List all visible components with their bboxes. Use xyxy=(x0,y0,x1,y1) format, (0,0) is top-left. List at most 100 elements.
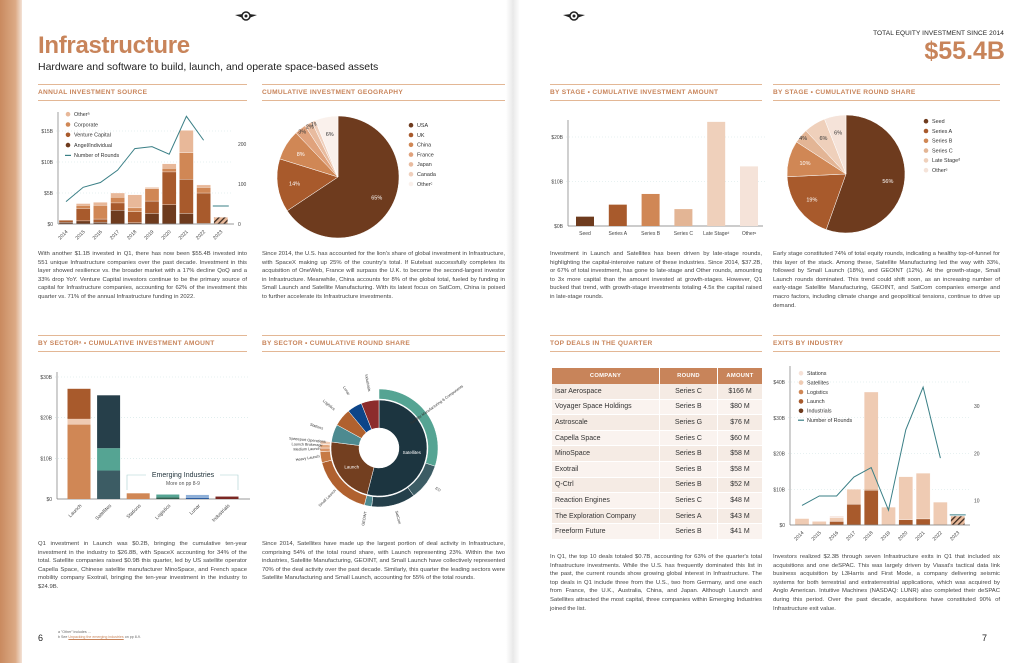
legend-label: Number of Rounds xyxy=(807,418,853,424)
company-cell: Astroscale xyxy=(552,414,660,431)
x-tick-label: Satellites xyxy=(94,503,113,522)
bar-segment xyxy=(110,202,125,211)
y-tick-label: $0 xyxy=(779,523,785,529)
company-cell: Isar Aerospace xyxy=(552,384,660,400)
bar xyxy=(641,193,660,226)
bar-segment xyxy=(110,192,125,198)
bar-segment xyxy=(915,473,931,520)
bar xyxy=(674,209,693,226)
bar-segment xyxy=(864,489,879,491)
legend-label: Otherᵃ xyxy=(74,112,90,118)
legend-label: Canada xyxy=(417,172,436,178)
amount-cell: $60 M xyxy=(717,430,763,447)
bar-segment xyxy=(213,217,228,225)
bar-segment xyxy=(898,476,913,520)
amount-cell: $52 M xyxy=(717,477,763,494)
bar-segment xyxy=(156,494,180,498)
legend-swatch xyxy=(65,122,71,127)
total-investment-label: TOTAL EQUITY INVESTMENT SINCE 2014 xyxy=(873,30,1004,37)
bar-segment xyxy=(127,207,142,212)
amount-cell: $76 M xyxy=(717,414,763,431)
amount-cell: $58 M xyxy=(717,445,763,462)
bar-segment xyxy=(215,496,239,499)
table-row: Freeform Future Series B $41 M xyxy=(552,523,763,540)
bar-segment xyxy=(864,391,879,490)
emerging-industries-sublabel: More on pp 8-9 xyxy=(166,481,200,487)
x-tick-label: Series A xyxy=(608,231,627,237)
legend-label: Seed xyxy=(932,119,945,125)
donut-outer-label: Logistics xyxy=(322,399,336,412)
bar-segment xyxy=(93,218,108,223)
pie-value-label: 10% xyxy=(799,161,810,167)
x-tick-label: 2023 xyxy=(212,229,224,241)
pie-value-label: 3% xyxy=(298,129,306,135)
round-cell: Series G xyxy=(659,414,718,431)
pie-value-label: 6% xyxy=(326,132,334,138)
donut-outer-label: Stations xyxy=(309,423,323,431)
legend-label: China xyxy=(417,143,431,149)
x-tick-label: 2014 xyxy=(57,229,69,241)
amount-cell: $41 M xyxy=(717,523,763,540)
rounds-line xyxy=(801,385,941,512)
bar xyxy=(576,216,594,226)
bar-segment xyxy=(162,204,177,225)
geography-paragraph: Since 2014, the U.S. has accounted for t… xyxy=(262,251,505,300)
table-row: Exotrail Series B $58 M xyxy=(552,461,763,478)
table-row: Capella Space Series C $60 M xyxy=(552,430,763,447)
donut-outer-label: Industrials xyxy=(364,374,371,392)
round-cell: Series B xyxy=(659,445,718,462)
bar-segment xyxy=(933,501,948,526)
company-cell: Freeform Future xyxy=(552,523,660,540)
amount-cell: $80 M xyxy=(717,399,763,416)
bar-segment xyxy=(76,208,91,222)
bar-segment xyxy=(829,515,844,519)
stage-share-pie-chart: 56% 19% 10% 4% 6% 6% Seed Series A Series B Serie… xyxy=(786,114,960,234)
section-header-stage-amount: BY STAGE • CUMULATIVE INVESTMENT AMOUNT xyxy=(550,84,762,101)
company-cell: Exotrail xyxy=(552,461,660,478)
pie-value-label: 14% xyxy=(289,181,300,187)
x-tick-label: Lunar xyxy=(189,503,203,517)
donut-outer-label: Spaceport Operations xyxy=(289,436,326,443)
donut-inner-label: Satellites xyxy=(403,450,422,455)
footnote-b-prefix: b See xyxy=(58,635,69,639)
legend-swatch xyxy=(923,148,929,153)
y-tick-label: $10B xyxy=(40,456,52,462)
bar-segment xyxy=(846,504,862,526)
y-tick-label: $0 xyxy=(47,222,53,228)
pie-value-label: 2% xyxy=(306,124,314,130)
top-deals-paragraph: In Q1, the top 10 deals totaled $0.7B, a… xyxy=(550,554,762,612)
section-header-exits: EXITS BY INDUSTRY xyxy=(773,335,1000,352)
bar-segment xyxy=(97,395,121,449)
footnote-link[interactable]: Unpacking the emerging industries xyxy=(68,635,124,639)
x-tick-label: 2017 xyxy=(109,229,121,241)
geography-pie-chart: 65% 14% 8% 3%2%1% 6% USA UK China France Japan Can… xyxy=(276,115,436,239)
company-cell: MinoSpace xyxy=(552,445,660,462)
legend-label: UK xyxy=(417,133,425,139)
donut-outer-label: GEOINT xyxy=(361,510,368,526)
y-tick-label: $20B xyxy=(551,135,563,141)
bar xyxy=(740,166,758,226)
pie-value-label: 19% xyxy=(806,197,817,203)
legend-swatch xyxy=(65,111,71,117)
y-tick-label: $20B xyxy=(773,452,785,458)
sector-amount-paragraph: Q1 investment in Launch was $0.2B, bring… xyxy=(38,541,247,590)
page-subtitle: Hardware and software to build, launch, … xyxy=(38,61,379,73)
x-tick-label: 2018 xyxy=(126,229,138,241)
bar-segment xyxy=(196,187,211,194)
x-tick-label: 2021 xyxy=(914,530,926,542)
legend-label: Japan xyxy=(417,162,432,168)
bar-segment xyxy=(67,418,91,425)
bar-segment xyxy=(144,188,160,202)
bar-segment xyxy=(127,211,142,223)
bar-segment xyxy=(110,210,125,225)
page-title: Infrastructure xyxy=(38,32,190,59)
company-cell: Reaction Engines xyxy=(552,492,660,509)
round-cell: Series B xyxy=(659,523,718,540)
bar-segment xyxy=(162,168,177,173)
bar-segment xyxy=(126,493,150,499)
y-tick-label: $40B xyxy=(773,380,785,386)
x-tick-label: 2015 xyxy=(75,229,87,241)
pie-value-label: 4% xyxy=(799,136,807,142)
bar-segment xyxy=(846,489,862,505)
